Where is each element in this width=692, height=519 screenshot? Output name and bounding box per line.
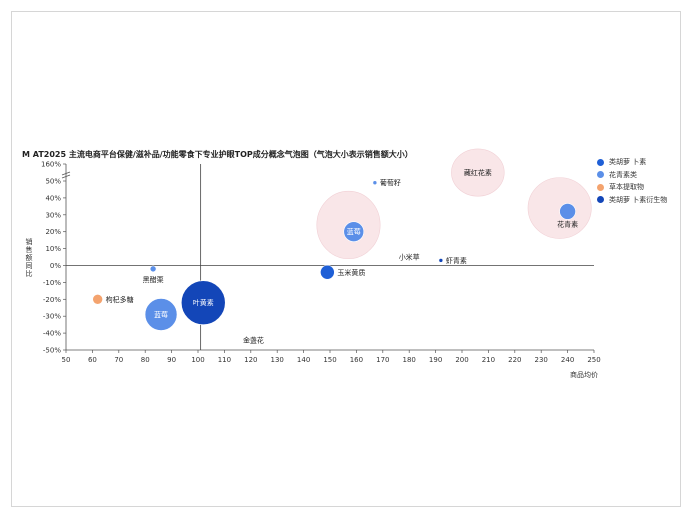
x-tick-label: 50 xyxy=(62,356,71,364)
legend-label: 类胡萝 卜素 xyxy=(609,158,647,167)
legend-item: 草本提取物 xyxy=(597,181,667,194)
annotation-label: 小米草 xyxy=(399,253,420,262)
chart-legend: 类胡萝 卜素 花青素类 草本提取物 类胡萝 卜素衍生物 xyxy=(597,156,667,206)
legend-item: 类胡萝 卜素 xyxy=(597,156,667,169)
y-tick-label: 0% xyxy=(50,262,61,270)
y-tick-label: 160% xyxy=(41,161,61,169)
x-tick-label: 90 xyxy=(167,356,176,364)
x-tick-label: 240 xyxy=(561,356,574,364)
y-tick-label: -50% xyxy=(43,347,61,355)
x-tick-label: 230 xyxy=(535,356,548,364)
x-tick-label: 140 xyxy=(297,356,310,364)
bubble xyxy=(343,221,365,242)
bubble-label: 玉米黄质 xyxy=(337,268,365,277)
y-tick-label: 50% xyxy=(45,178,61,186)
bubble-label: 花青素 xyxy=(557,219,578,228)
highlight-ellipse xyxy=(451,148,505,197)
annotation-label: 藏红花素 xyxy=(464,168,492,177)
x-tick-label: 70 xyxy=(114,356,123,364)
x-tick-label: 130 xyxy=(271,356,284,364)
x-tick-label: 170 xyxy=(376,356,389,364)
x-tick-label: 200 xyxy=(455,356,468,364)
legend-swatch xyxy=(597,183,604,191)
bubble-label: 蓝莓 xyxy=(154,310,168,319)
bubble xyxy=(92,293,103,305)
x-tick-label: 110 xyxy=(218,356,231,364)
legend-swatch xyxy=(597,158,604,166)
bubble xyxy=(180,280,226,325)
y-tick-label: 30% xyxy=(45,211,61,219)
bubble xyxy=(320,264,335,280)
bubble-label: 叶黄素 xyxy=(193,298,214,307)
bubble xyxy=(559,203,576,220)
y-tick-label: -20% xyxy=(43,296,61,304)
highlight-ellipse xyxy=(527,177,592,239)
chart-frame xyxy=(11,11,681,507)
bubble-label: 葡萄籽 xyxy=(380,178,401,187)
y-tick-label: 40% xyxy=(45,194,61,202)
x-tick-label: 100 xyxy=(191,356,204,364)
legend-item: 类胡萝 卜素衍生物 xyxy=(597,194,667,207)
x-tick-label: 60 xyxy=(88,356,97,364)
bubble-label: 虾青素 xyxy=(446,256,467,265)
y-tick-label: -30% xyxy=(43,313,61,321)
bubble xyxy=(438,258,444,263)
y-tick-label: -40% xyxy=(43,330,61,338)
legend-swatch xyxy=(597,171,604,179)
bubble-label: 黑醋栗 xyxy=(143,275,164,284)
axis-break-mark xyxy=(61,174,71,179)
legend-item: 花青素类 xyxy=(597,169,667,182)
legend-label: 草本提取物 xyxy=(609,183,644,192)
chart-title: M AT2025 主流电商平台保健/滋补品/功能零食下专业护眼TOP成分概念气泡… xyxy=(22,150,413,159)
x-tick-label: 150 xyxy=(323,356,336,364)
bubble xyxy=(372,180,378,185)
y-axis-label: 销售额同比 xyxy=(25,238,33,278)
y-tick-label: 20% xyxy=(45,228,61,236)
bubble xyxy=(149,265,157,273)
x-tick-label: 160 xyxy=(350,356,363,364)
x-tick-label: 210 xyxy=(482,356,495,364)
x-tick-label: 190 xyxy=(429,356,442,364)
legend-label: 花青素类 xyxy=(609,170,637,179)
bubble-label: 蓝莓 xyxy=(347,227,361,236)
annotation-label: 金盏花 xyxy=(243,335,264,344)
y-tick-label: -10% xyxy=(43,279,61,287)
x-axis-label: 商品均价 xyxy=(570,371,598,379)
y-tick-label: 10% xyxy=(45,245,61,253)
x-tick-label: 120 xyxy=(244,356,257,364)
bubble-label: 枸杞多糖 xyxy=(106,295,134,304)
x-tick-label: 250 xyxy=(587,356,600,364)
legend-label: 类胡萝 卜素衍生物 xyxy=(609,195,668,204)
x-tick-label: 220 xyxy=(508,356,521,364)
axis-break-mark xyxy=(61,171,71,176)
legend-swatch xyxy=(597,196,604,204)
x-tick-label: 80 xyxy=(141,356,150,364)
bubble xyxy=(144,298,178,331)
x-tick-label: 180 xyxy=(403,356,416,364)
